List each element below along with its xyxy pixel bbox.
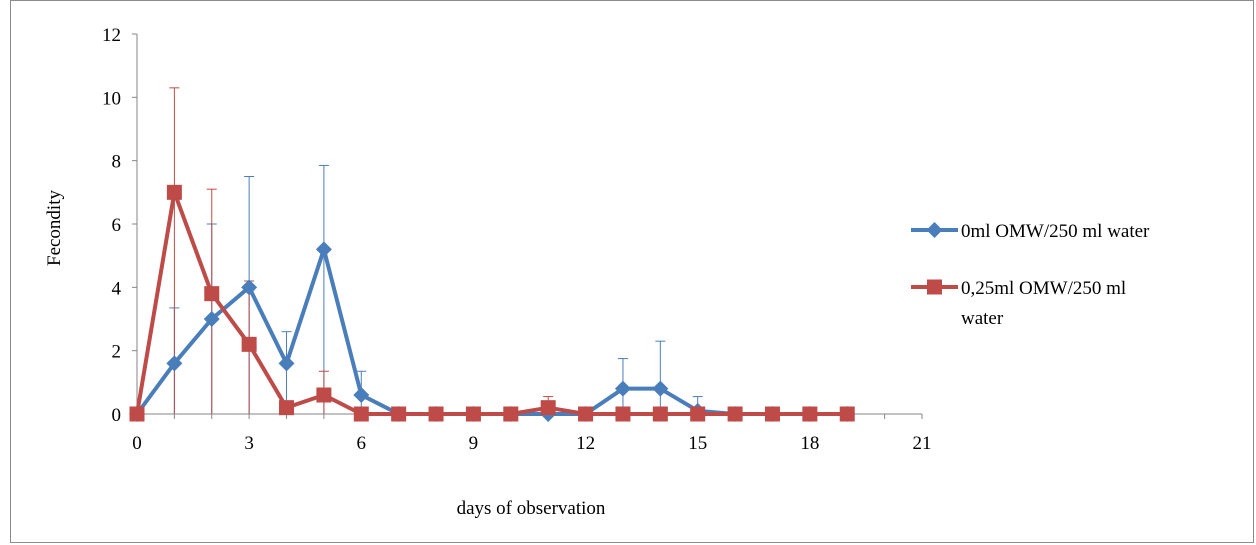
data-point-square — [615, 406, 631, 422]
data-point-square — [166, 184, 182, 200]
data-point-square — [316, 387, 332, 403]
legend-label-series-2: 0,25ml OMW/250 ml water — [961, 278, 1131, 329]
series-group — [129, 184, 856, 422]
legend-label-series-2-line-1: 0,25ml OMW/250 ml — [961, 278, 1126, 299]
data-point-square — [764, 406, 780, 422]
y-tick-label: 6 — [112, 215, 122, 236]
data-point-square — [727, 406, 743, 422]
data-point-diamond — [166, 355, 183, 372]
data-point-diamond — [315, 241, 332, 258]
x-tick-label: 18 — [800, 433, 819, 454]
x-tick-label: 21 — [913, 433, 932, 454]
y-tick-label: 10 — [102, 88, 121, 109]
data-point-square — [391, 406, 407, 422]
axes: 0 3 6 9 12 15 18 21 0 2 4 6 8 10 12 — [102, 25, 932, 454]
data-point-square — [839, 406, 855, 422]
y-tick-label: 8 — [112, 152, 122, 173]
x-tick-label: 15 — [688, 433, 707, 454]
data-point-square — [465, 406, 481, 422]
y-tick-label: 12 — [102, 25, 121, 46]
data-point-square — [540, 400, 556, 416]
data-point-square — [129, 406, 145, 422]
series-line-1 — [135, 247, 848, 416]
x-tick-label: 0 — [132, 433, 142, 454]
data-point-diamond — [203, 311, 220, 327]
data-point-diamond — [241, 279, 258, 296]
data-point-square — [353, 406, 369, 422]
legend-marker-diamond — [926, 222, 943, 238]
data-point-diamond — [353, 387, 370, 403]
data-point-square — [279, 400, 295, 416]
y-tick-label: 2 — [112, 342, 122, 363]
x-tick-label: 3 — [244, 433, 254, 454]
x-tick-label: 12 — [576, 433, 595, 454]
x-axis-title: days of observation — [457, 498, 606, 519]
data-point-diamond — [278, 355, 295, 372]
legend-item-series-1: 0ml OMW/250 ml water — [911, 221, 1150, 242]
data-point-square — [241, 336, 257, 352]
legend: 0ml OMW/250 ml water 0,25ml OMW/250 ml w… — [911, 221, 1150, 329]
data-point-square — [802, 406, 818, 422]
data-point-square — [503, 406, 519, 422]
legend-label-series-1: 0ml OMW/250 ml water — [961, 221, 1150, 242]
data-point-square — [690, 406, 706, 422]
legend-item-series-2: 0,25ml OMW/250 ml water — [911, 278, 1131, 329]
legend-marker-square — [927, 279, 942, 295]
data-point-square — [204, 286, 220, 302]
x-tick-label: 6 — [357, 433, 367, 454]
y-tick-label: 4 — [112, 278, 122, 299]
data-point-diamond — [614, 380, 631, 397]
data-point-diamond — [652, 380, 669, 397]
y-tick-label: 0 — [112, 405, 122, 426]
legend-label-series-2-line-2: water — [961, 308, 1004, 329]
y-axis-title: Fecondity — [44, 190, 65, 266]
x-tick-label: 9 — [469, 433, 479, 454]
data-point-square — [652, 406, 668, 422]
data-point-square — [428, 406, 444, 422]
chart-frame: 0 3 6 9 12 15 18 21 0 2 4 6 8 10 12 Fecondity days of … — [10, 0, 1254, 543]
error-bars — [169, 87, 703, 414]
series-line-2 — [135, 190, 848, 416]
data-point-square — [578, 406, 594, 422]
line-chart: 0 3 6 9 12 15 18 21 0 2 4 6 8 10 12 Fecondity days of … — [44, 25, 1150, 519]
